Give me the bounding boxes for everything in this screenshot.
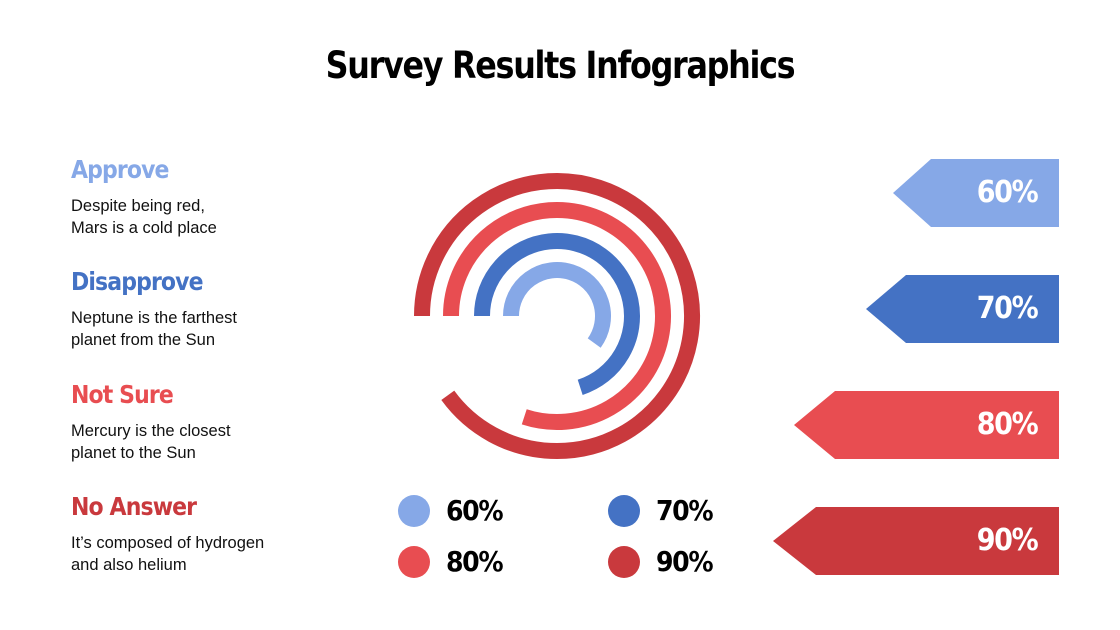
legend-item-80: 80% — [398, 545, 509, 578]
category-description: Neptune is the farthest planet from the … — [71, 309, 238, 349]
radial-bar-no-answer — [414, 173, 700, 459]
tag-arrow-shape — [893, 159, 1059, 227]
tag-80: 80% — [794, 391, 1059, 459]
category-title: Disapprove — [71, 267, 204, 296]
category-title: No Answer — [71, 492, 197, 521]
legend-label: 70% — [656, 494, 714, 527]
tag-label: 70% — [976, 291, 1038, 326]
radial-bar-approve — [503, 262, 611, 348]
category-not-sure: Not Sure Mercury is the closest planet t… — [71, 380, 371, 464]
category-title: Not Sure — [71, 380, 174, 409]
legend-item-70: 70% — [608, 494, 719, 527]
radial-bar-disapprove — [474, 233, 640, 395]
legend-dot — [398, 494, 430, 527]
tag-label: 80% — [976, 407, 1038, 442]
tag-70: 70% — [866, 275, 1059, 343]
radial-bar-not-sure — [443, 202, 671, 430]
legend-item-90: 90% — [608, 545, 719, 578]
tag-arrow-shape — [866, 275, 1059, 343]
radial-bar-chart — [414, 173, 700, 459]
category-description: Despite being red, Mars is a cold place — [71, 197, 217, 237]
page-title: Survey Results Infographics — [325, 44, 796, 87]
legend-label: 80% — [446, 545, 504, 578]
legend-label: 60% — [446, 494, 504, 527]
tag-90: 90% — [773, 507, 1059, 575]
legend-dot — [398, 545, 430, 578]
tag-label: 90% — [976, 523, 1038, 558]
legend-dot — [608, 494, 640, 527]
category-no-answer: No Answer It’s composed of hydrogen and … — [71, 492, 371, 576]
tag-label: 60% — [976, 175, 1038, 210]
tag-arrow-shape — [773, 507, 1059, 575]
category-disapprove: Disapprove Neptune is the farthest plane… — [71, 267, 371, 351]
legend-label: 90% — [656, 545, 714, 578]
legend-item-60: 60% — [398, 494, 509, 527]
tag-arrow-shape — [794, 391, 1059, 459]
category-description: It’s composed of hydrogen and also heliu… — [71, 534, 265, 574]
category-approve: Approve Despite being red, Mars is a col… — [71, 155, 371, 239]
legend-dot — [608, 545, 640, 578]
category-description: Mercury is the closest planet to the Sun — [71, 422, 231, 462]
tag-60: 60% — [893, 159, 1059, 227]
category-title: Approve — [71, 155, 169, 184]
